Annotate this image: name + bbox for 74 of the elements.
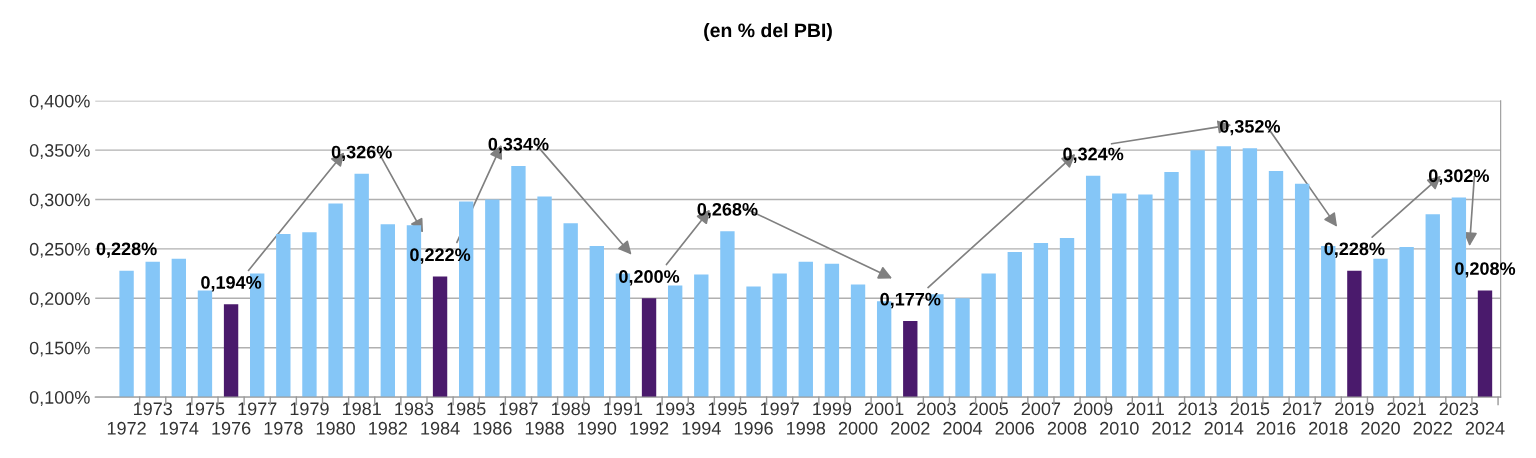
x-tick-label: 1981 (342, 402, 381, 416)
x-tick-label: 1995 (708, 402, 747, 416)
x-tick-label: 1994 (682, 421, 721, 435)
x-tick-label: 2005 (969, 402, 1008, 416)
x-tick-label: 1997 (760, 402, 799, 416)
x-tick-label: 1999 (813, 402, 852, 416)
x-tick-label: 1980 (316, 421, 355, 435)
x-tick-label: 1992 (630, 421, 669, 435)
data-label: 0,177% (880, 292, 941, 309)
data-label: 0,194% (201, 276, 262, 292)
x-tick-label: 1986 (473, 421, 512, 435)
data-label: 0,334% (488, 137, 549, 154)
x-tick-label: 1991 (604, 402, 643, 416)
x-tick-label: 2018 (1309, 421, 1348, 435)
x-tick-label: 1972 (107, 421, 146, 435)
x-tick-label: 2008 (1047, 421, 1087, 435)
x-tick-label: 2024 (1465, 421, 1505, 435)
y-tick-label: 0,300% (29, 193, 90, 209)
x-tick-label: 2019 (1335, 402, 1374, 416)
x-tick-label: 1983 (395, 402, 434, 416)
x-tick-label: 1973 (134, 402, 172, 416)
data-label: 0,222% (410, 248, 471, 264)
y-tick-label: 0,100% (29, 391, 90, 406)
y-tick-label: 0,350% (29, 144, 90, 159)
x-tick-label: 1993 (656, 402, 695, 416)
x-tick-label: 2006 (995, 421, 1035, 435)
x-tick-label: 1979 (290, 402, 329, 416)
x-tick-label: 1985 (447, 402, 486, 416)
x-tick-label: 1974 (160, 421, 199, 435)
x-tick-label: 2021 (1387, 402, 1426, 416)
x-tick-label: 1989 (551, 402, 590, 416)
y-tick-label: 0,400% (29, 94, 90, 110)
x-tick-label: 2015 (1230, 402, 1270, 416)
data-label: 0,208% (1455, 262, 1516, 278)
data-label: 0,200% (619, 270, 680, 286)
x-tick-label: 2014 (1204, 421, 1244, 435)
x-tick-label: 2001 (864, 402, 904, 416)
x-tick-label: 1987 (499, 402, 538, 416)
x-tick-label: 2013 (1178, 402, 1217, 416)
x-tick-label: 2007 (1021, 402, 1061, 416)
x-tick-label: 1996 (734, 421, 773, 435)
x-tick-label: 2016 (1256, 421, 1296, 435)
x-tick-label: 2003 (917, 402, 956, 416)
data-label: 0,352% (1219, 119, 1281, 136)
x-tick-label: 2020 (1361, 421, 1400, 435)
x-tick-label: 1978 (264, 421, 303, 435)
x-tick-label: 1977 (238, 402, 277, 416)
x-tick-label: 2010 (1100, 421, 1139, 435)
x-tick-label: 2017 (1282, 402, 1322, 416)
x-tick-label: 1998 (787, 421, 826, 435)
data-label: 0,326% (331, 145, 392, 162)
x-tick-label: 2009 (1073, 402, 1113, 416)
x-tick-label: 1988 (525, 421, 564, 435)
x-tick-label: 1984 (421, 421, 460, 435)
data-label: 0,302% (1428, 169, 1490, 185)
data-label: 0,228% (96, 242, 157, 258)
x-tick-label: 2012 (1152, 421, 1191, 435)
x-tick-label: 2004 (943, 421, 983, 435)
x-tick-label: 2011 (1126, 402, 1164, 416)
data-label: 0,324% (1063, 147, 1124, 164)
x-tick-label: 1976 (212, 421, 251, 435)
chart-title: (en % del PBI) (704, 23, 832, 42)
x-tick-label: 2023 (1439, 402, 1479, 416)
y-tick-label: 0,250% (29, 242, 90, 258)
x-tick-label: 1982 (369, 421, 407, 435)
data-label: 0,268% (697, 202, 758, 219)
x-tick-label: 2000 (838, 421, 878, 435)
x-tick-label: 2002 (891, 421, 930, 435)
y-tick-label: 0,200% (29, 292, 90, 308)
y-tick-label: 0,150% (29, 341, 90, 357)
x-tick-label: 1975 (186, 402, 225, 416)
data-label: 0,228% (1324, 242, 1385, 258)
x-tick-label: 2022 (1413, 421, 1452, 435)
x-tick-label: 1990 (578, 421, 617, 435)
